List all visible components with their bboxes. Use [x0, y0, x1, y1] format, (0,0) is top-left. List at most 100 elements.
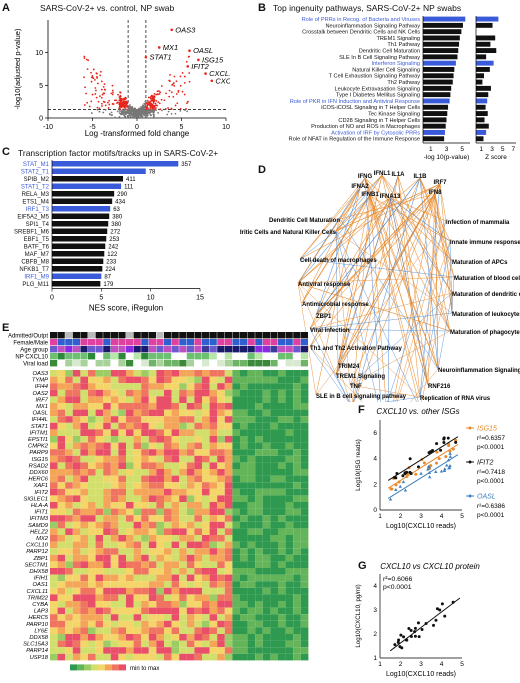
heatmap-cell: [300, 634, 309, 641]
annotation-cell: [240, 353, 248, 360]
heatmap-cell: [171, 429, 180, 436]
x-tick-label: 5: [99, 295, 103, 302]
heatmap-cell: [88, 541, 96, 549]
pathway-logp-bar: [423, 54, 458, 60]
heatmap-cell: [126, 482, 134, 489]
heatmap-cell: [270, 475, 278, 483]
heatmap-cell: [285, 436, 294, 443]
heatmap-cell: [247, 403, 256, 410]
x-axis-label: Log10(CXCL10 reads): [386, 523, 456, 530]
volcano-point: [110, 92, 113, 95]
heatmap-cell: [88, 601, 96, 608]
volcano-point: [100, 80, 103, 83]
heatmap-cell: [194, 601, 202, 608]
heatmap-cell: [118, 495, 126, 502]
volcano-point: [121, 101, 124, 104]
volcano-point: [121, 109, 124, 111]
pathway-logp-bar: [423, 123, 446, 129]
heatmap-cell: [247, 416, 256, 423]
network-edge: [309, 195, 371, 330]
tf-label: STAT1_T2: [21, 184, 50, 190]
heatmap-cell: [262, 383, 271, 390]
heatmap-cell: [232, 403, 240, 410]
heatmap-cell: [50, 548, 58, 555]
heatmap-cell: [57, 502, 66, 509]
heatmap-cell: [278, 436, 286, 443]
heatmap-cell: [103, 376, 111, 384]
heatmap-cell: [278, 521, 286, 529]
heatmap-cell: [156, 561, 164, 568]
heatmap-cell: [133, 587, 142, 595]
network-edge: [335, 230, 351, 386]
gene-point: [188, 49, 191, 53]
heatmap-cell: [186, 488, 195, 496]
heatmap-cell: [133, 409, 142, 417]
network-edge: [309, 346, 349, 402]
heatmap-cell: [164, 396, 172, 403]
heatmap-gene-label: PARP9: [29, 450, 48, 456]
heatmap-cell: [50, 594, 58, 601]
heatmap-cell: [194, 469, 202, 476]
pathway-z-bar: [476, 111, 488, 116]
heatmap-cell: [255, 521, 263, 529]
annotation-cell: [88, 353, 96, 360]
heatmap-cell: [164, 455, 172, 463]
gene-label: ISG15: [202, 55, 224, 64]
heatmap-cell: [95, 620, 104, 628]
x-axis-label: -log 10(p-value): [424, 154, 470, 161]
volcano-point: [175, 80, 178, 83]
heatmap-cell: [179, 548, 187, 555]
heatmap-cell: [133, 647, 142, 654]
annotation-cell: [255, 353, 263, 360]
heatmap-cell: [95, 528, 104, 535]
heatmap-cell: [209, 389, 218, 397]
heatmap-cell: [80, 455, 88, 463]
annotation-cell: [141, 346, 149, 353]
heatmap-cell: [133, 627, 142, 634]
network-edge: [297, 282, 337, 376]
heatmap-cell: [186, 587, 195, 595]
heatmap-cell: [171, 488, 180, 496]
heatmap-gene-label: DDX60: [29, 470, 48, 476]
heatmap-cell: [179, 594, 187, 601]
heatmap-cell: [118, 535, 126, 542]
network-edge: [309, 328, 350, 402]
heatmap-cell: [65, 429, 73, 436]
volcano-point: [143, 110, 146, 113]
heatmap-cell: [194, 515, 202, 522]
heatmap-cell: [186, 647, 195, 654]
heatmap-cell: [110, 521, 119, 529]
heatmap-cell: [50, 455, 58, 463]
heatmap-cell: [148, 396, 157, 403]
heatmap-cell: [202, 548, 210, 555]
volcano-point: [145, 108, 148, 110]
volcano-point: [90, 71, 92, 74]
network-edge: [309, 183, 441, 330]
heatmap-cell: [285, 495, 294, 502]
heatmap-cell: [300, 568, 309, 575]
heatmap-cell: [50, 442, 58, 450]
volcano-point: [159, 91, 162, 94]
heatmap-cell: [255, 640, 263, 648]
heatmap-cell: [232, 634, 240, 641]
annotation-cell: [202, 353, 210, 360]
heatmap-cell: [270, 449, 278, 456]
heatmap-cell: [209, 376, 218, 384]
heatmap-cell: [80, 627, 88, 634]
heatmap-cell: [293, 594, 301, 601]
heatmap-cell: [103, 568, 111, 575]
scatter-point: [389, 487, 393, 491]
heatmap-cell: [80, 653, 88, 661]
network-edge: [335, 374, 350, 402]
heatmap-cell: [164, 469, 172, 476]
heatmap-cell: [194, 634, 202, 641]
heatmap-cell: [209, 422, 218, 430]
heatmap-cell: [164, 462, 172, 469]
heatmap-cell: [270, 647, 278, 654]
heatmap-cell: [194, 627, 202, 634]
annotation-cell: [209, 346, 217, 353]
volcano-point: [136, 108, 139, 111]
tf-bar: [52, 221, 109, 227]
pathway-z-bar: [476, 60, 494, 66]
annotation-cell: [118, 332, 126, 339]
